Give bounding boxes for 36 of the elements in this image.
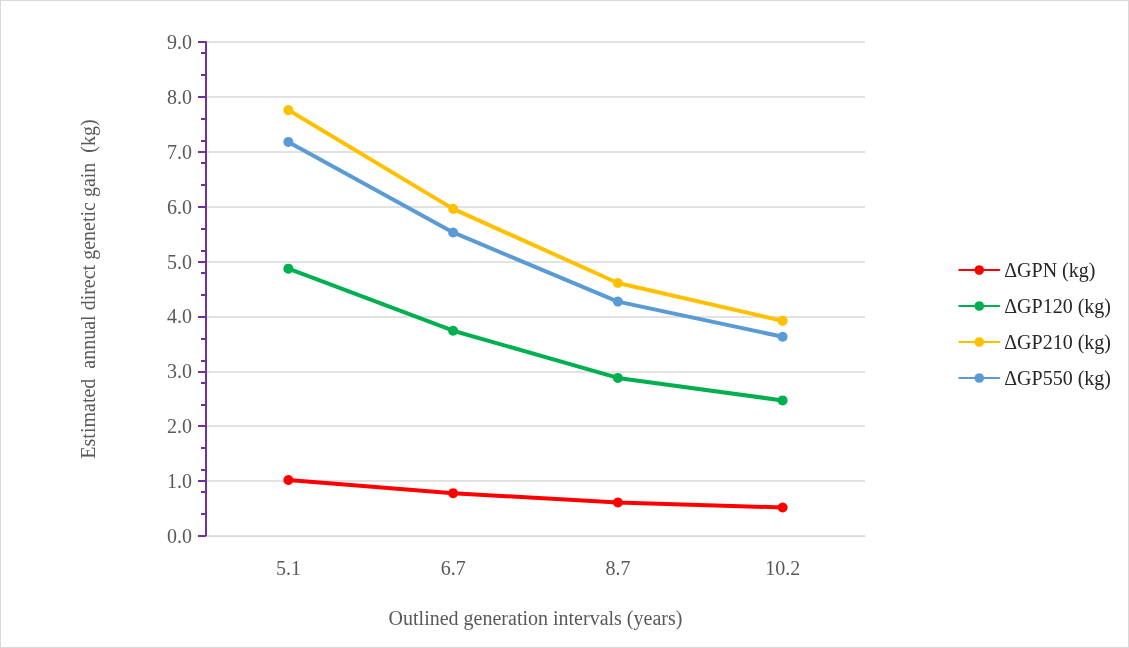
y-tick-label: 6.0 xyxy=(167,195,192,218)
y-tick-label: 0.0 xyxy=(167,525,192,547)
point xyxy=(448,227,459,238)
legend-label: ΔGP550 (kg) xyxy=(1004,367,1111,390)
point xyxy=(612,296,623,307)
point xyxy=(612,277,623,288)
y-tick-label: 9.0 xyxy=(167,31,192,53)
point xyxy=(283,105,294,116)
y-tick-label: 5.0 xyxy=(167,250,192,273)
x-tick-label: 10.2 xyxy=(765,557,801,579)
point xyxy=(777,331,788,342)
point xyxy=(448,325,459,336)
point xyxy=(283,263,294,274)
point xyxy=(612,497,623,508)
legend-label: ΔGPN (kg) xyxy=(1004,259,1096,282)
point xyxy=(448,203,459,214)
y-tick-label: 1.0 xyxy=(167,470,192,493)
legend-label: ΔGP210 (kg) xyxy=(1004,331,1111,354)
y-tick-label: 2.0 xyxy=(167,415,192,438)
y-tick-label: 3.0 xyxy=(167,360,192,383)
point xyxy=(777,502,788,513)
point xyxy=(777,315,788,326)
legend-label: ΔGP120 (kg) xyxy=(1004,295,1111,318)
x-tick-label: 8.7 xyxy=(605,557,631,579)
y-tick-label: 4.0 xyxy=(167,305,192,328)
x-axis-title: Outlined generation intervals (years) xyxy=(388,607,683,630)
point xyxy=(283,475,294,486)
point xyxy=(777,395,788,406)
point xyxy=(612,372,623,383)
point xyxy=(283,136,294,147)
x-tick-label: 5.1 xyxy=(275,557,301,579)
y-tick-label: 7.0 xyxy=(167,140,192,163)
y-tick-label: 8.0 xyxy=(167,85,192,108)
point xyxy=(448,488,459,499)
x-tick-label: 6.7 xyxy=(440,557,466,579)
y-axis-title: Estimated annual direct genetic gain (kg) xyxy=(77,119,100,459)
